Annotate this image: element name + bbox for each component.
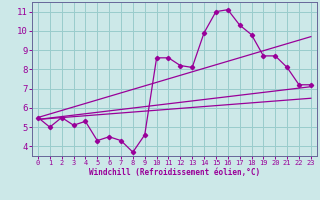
X-axis label: Windchill (Refroidissement éolien,°C): Windchill (Refroidissement éolien,°C) bbox=[89, 168, 260, 177]
